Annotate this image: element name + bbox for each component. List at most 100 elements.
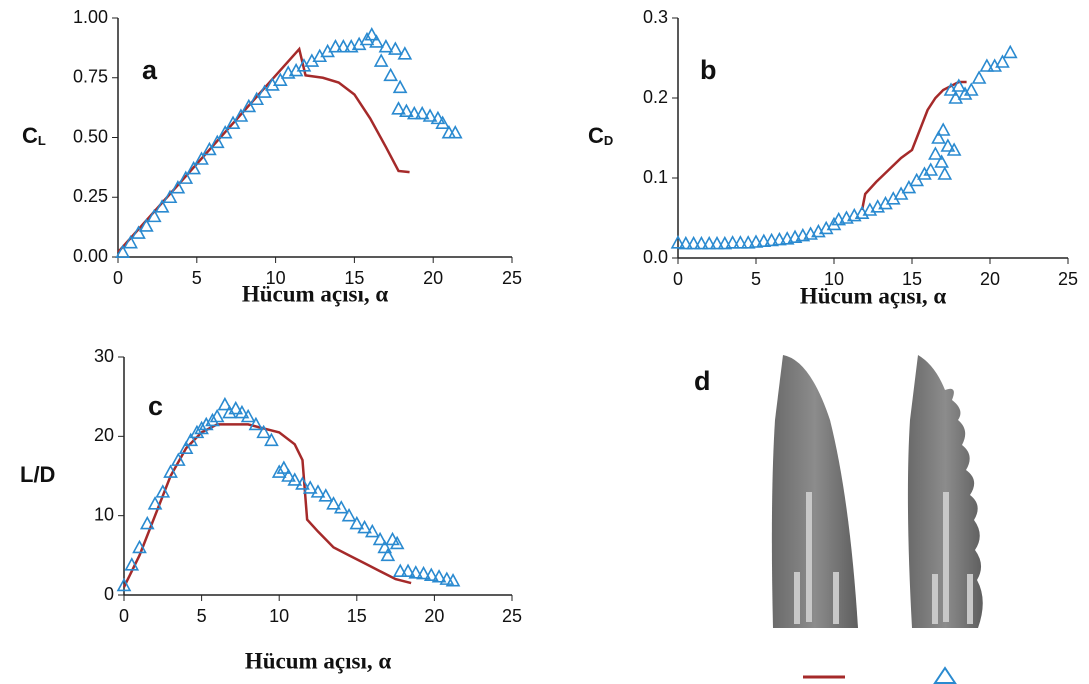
y-axis-label-sub: L [38, 133, 46, 148]
x-tick-label: 25 [1058, 269, 1078, 289]
triangle-marker [937, 166, 953, 180]
triangle-marker [764, 232, 779, 247]
triangle-marker [951, 78, 967, 92]
triangle-marker [170, 452, 186, 466]
triangle-marker [862, 202, 878, 216]
y-axis-label-main: L/D [20, 462, 55, 487]
triangle-marker [733, 235, 748, 249]
triangle-marker [909, 172, 925, 187]
triangle-marker [116, 577, 132, 592]
triangle-marker [372, 531, 388, 546]
triangle-marker [392, 563, 408, 578]
triangle-marker [957, 86, 973, 100]
x-axis-label: Hücum açısı, α [242, 281, 389, 306]
chart-panel: 0 5 10 15 20 25 0.0 0.1 0.2 0.3 b CD Hücum açısı, α [588, 7, 1078, 309]
x-tick-label: 15 [902, 269, 922, 289]
rod [932, 574, 938, 624]
triangle-marker [383, 67, 398, 82]
triangle-marker [170, 180, 186, 194]
y-tick-label: 0.2 [643, 87, 668, 107]
triangle-marker [963, 82, 979, 96]
triangle-marker [917, 166, 932, 180]
triangle-marker [281, 468, 296, 482]
triangle-marker [155, 484, 171, 498]
triangle-marker [276, 460, 292, 474]
y-tick-label: 0.1 [643, 167, 668, 187]
x-tick-label: 5 [197, 606, 207, 626]
triangle-marker [139, 218, 154, 232]
triangle-marker [701, 235, 717, 250]
y-axis-label: CL [22, 123, 46, 149]
triangle-marker [779, 231, 795, 245]
chart-panel: 0 5 10 15 20 25 0.00 0.25 0.50 0.75 1.00 a CL Hücum a… [22, 7, 522, 307]
triangle-marker [447, 125, 463, 139]
x-tick-label: 5 [192, 268, 202, 288]
triangle-marker [205, 412, 220, 427]
triangle-marker [186, 160, 201, 175]
triangle-marker [979, 58, 995, 72]
x-tick-label: 25 [502, 606, 522, 626]
triangle-marker [146, 208, 162, 223]
x-tick-label: 20 [980, 269, 1000, 289]
triangle-marker [391, 101, 406, 115]
y-tick-label: 0.0 [643, 247, 668, 267]
triangle-marker [392, 79, 408, 94]
triangle-marker [222, 404, 237, 419]
y-tick-label: 0.75 [73, 67, 108, 87]
x-tick-label: 15 [347, 606, 367, 626]
triangle-marker [414, 105, 430, 120]
triangle-marker [264, 432, 279, 447]
triangle-marker [373, 53, 389, 67]
triangle-marker [341, 507, 357, 522]
x-tick-label: 10 [824, 269, 844, 289]
x-tick-label: 20 [424, 606, 444, 626]
triangle-marker [248, 416, 264, 431]
triangle-marker [302, 480, 318, 494]
triangle-marker [132, 539, 147, 554]
triangle-marker [1002, 44, 1018, 59]
y-axis-label-main: C [588, 123, 604, 148]
triangle-marker [901, 179, 917, 194]
triangle-marker [364, 523, 380, 538]
triangle-marker [225, 115, 241, 129]
data-line [860, 80, 967, 211]
triangle-marker [948, 90, 964, 104]
x-tick-label: 20 [423, 268, 443, 288]
triangle-marker [233, 108, 249, 122]
triangle-marker [854, 205, 870, 219]
triangle-marker [295, 476, 310, 490]
triangle-marker [154, 199, 170, 213]
triangle-marker [209, 134, 225, 149]
triangle-marker [811, 223, 826, 238]
triangle-marker [787, 229, 803, 243]
triangle-marker [670, 235, 686, 249]
triangle-marker [124, 557, 140, 571]
triangle-marker [131, 225, 146, 239]
triangle-marker [893, 186, 909, 200]
x-axis-label: Hücum açısı, α [800, 283, 947, 308]
triangle-marker [310, 484, 326, 498]
triangle-marker [725, 235, 740, 249]
triangle-marker [923, 162, 939, 176]
triangle-marker [388, 41, 403, 55]
triangle-marker [349, 515, 365, 530]
triangle-marker [831, 211, 847, 226]
rod [967, 574, 973, 624]
triangle-marker [946, 142, 962, 156]
triangle-marker [971, 70, 987, 84]
triangle-marker [189, 424, 205, 439]
panel-label: b [700, 55, 717, 85]
triangle-marker [439, 571, 455, 585]
triangle-marker [445, 573, 461, 587]
serrated-blade [907, 355, 983, 628]
triangle-marker [194, 151, 209, 165]
triangle-marker [795, 227, 811, 242]
triangle-marker [217, 396, 233, 411]
triangle-marker [333, 500, 349, 514]
triangle-marker [435, 115, 451, 129]
x-tick-label: 10 [266, 268, 286, 288]
triangle-marker [694, 235, 709, 250]
triangle-marker [717, 235, 733, 250]
triangle-marker [406, 105, 422, 120]
y-tick-label: 0.50 [73, 126, 108, 146]
